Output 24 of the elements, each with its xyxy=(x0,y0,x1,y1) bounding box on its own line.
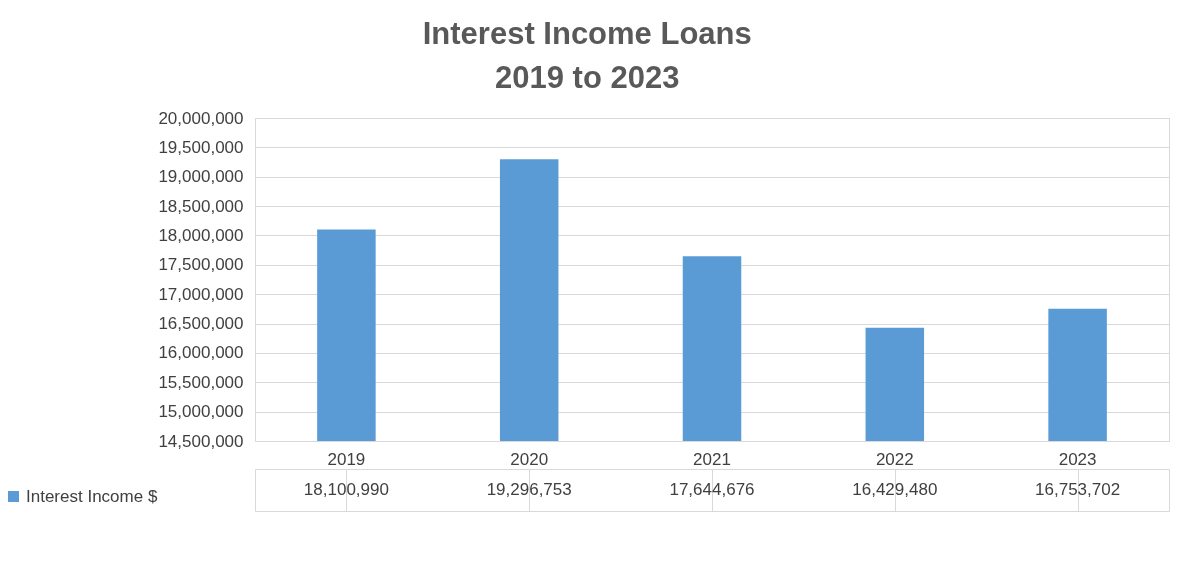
data-label: 16,429,480 xyxy=(852,480,938,499)
y-tick-label: 20,000,000 xyxy=(158,108,244,128)
x-tick-label: 2021 xyxy=(693,449,731,469)
x-tick-label: 2023 xyxy=(1058,449,1097,469)
y-tick-label: 17,500,000 xyxy=(158,255,244,275)
y-tick-label: 16,500,000 xyxy=(158,314,244,334)
data-label: 18,100,990 xyxy=(303,480,389,499)
x-tick-label: 2022 xyxy=(875,449,914,469)
y-tick-label: 17,000,000 xyxy=(158,284,244,304)
x-tick-label: 2019 xyxy=(327,449,366,469)
y-tick-label: 18,000,000 xyxy=(158,225,244,245)
data-label: 19,296,753 xyxy=(486,480,572,499)
y-tick-label: 18,500,000 xyxy=(158,196,244,216)
chart-title: Interest Income Loans 2019 to 2023 xyxy=(422,15,752,95)
y-tick-label: 19,500,000 xyxy=(158,137,244,157)
legend-label: Interest Income $ xyxy=(26,486,158,506)
y-tick-label: 15,000,000 xyxy=(158,402,244,422)
data-label: 16,753,702 xyxy=(1035,480,1121,499)
y-tick-label: 19,000,000 xyxy=(158,167,244,187)
y-tick-label: 16,000,000 xyxy=(158,343,244,363)
y-tick-label: 15,500,000 xyxy=(158,372,244,392)
y-tick-label: 14,500,000 xyxy=(158,431,244,451)
x-tick-label: 2020 xyxy=(510,449,549,469)
data-label: 17,644,676 xyxy=(669,480,755,499)
